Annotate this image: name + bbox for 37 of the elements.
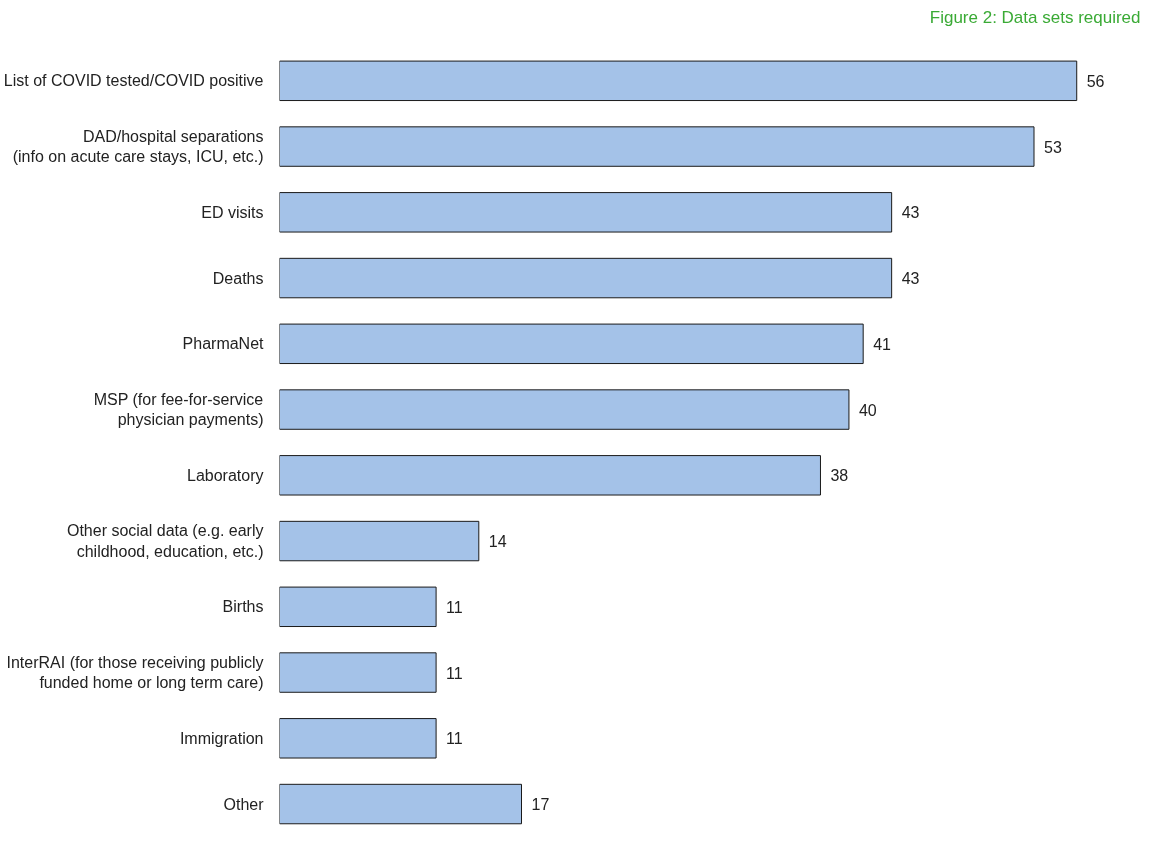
y-tick-label: Deaths	[212, 269, 264, 287]
chart-title: Figure 2: Data sets required	[929, 7, 1141, 27]
data-label: 56	[1086, 72, 1105, 90]
y-tick-label: DAD/hospital separations (info on acute care stays, ICU, etc.)	[12, 127, 264, 166]
y-tick-label: PharmaNet	[182, 335, 265, 353]
bar	[279, 192, 893, 233]
data-label: 11	[446, 730, 463, 748]
y-tick-label: Births	[222, 598, 264, 616]
bar	[279, 323, 864, 365]
bar	[279, 389, 850, 430]
data-label: 11	[446, 664, 463, 682]
data-label: 43	[901, 270, 920, 288]
y-tick-label: Other social data (e.g. early childhood, education, etc.)	[66, 522, 264, 560]
bar	[279, 652, 437, 693]
data-label: 17	[531, 796, 550, 814]
y-tick-label: Other	[223, 795, 265, 813]
bar	[279, 126, 1035, 167]
data-label: 11	[446, 598, 463, 616]
bar	[279, 455, 821, 496]
bar	[279, 718, 437, 759]
data-label: 43	[901, 204, 920, 222]
y-tick-label: Laboratory	[187, 466, 264, 484]
y-tick-label: List of COVID tested/COVID positive	[3, 72, 264, 90]
y-tick-label: InterRAI (for those receiving publicly funded home or long term care)	[6, 653, 264, 692]
data-label: 41	[873, 335, 892, 353]
data-label: 53	[1044, 138, 1062, 156]
y-tick-label: Immigration	[179, 729, 264, 747]
bar	[279, 586, 437, 628]
bar	[279, 257, 893, 299]
data-label: 40	[858, 401, 877, 419]
y-tick-label: ED visits	[201, 203, 264, 221]
bar	[279, 520, 480, 562]
bar	[279, 60, 1078, 102]
bar	[279, 783, 523, 825]
data-label: 38	[830, 467, 849, 485]
data-label: 14	[488, 533, 507, 551]
y-tick-label: MSP (for fee-for-service physician payments)	[93, 390, 264, 429]
